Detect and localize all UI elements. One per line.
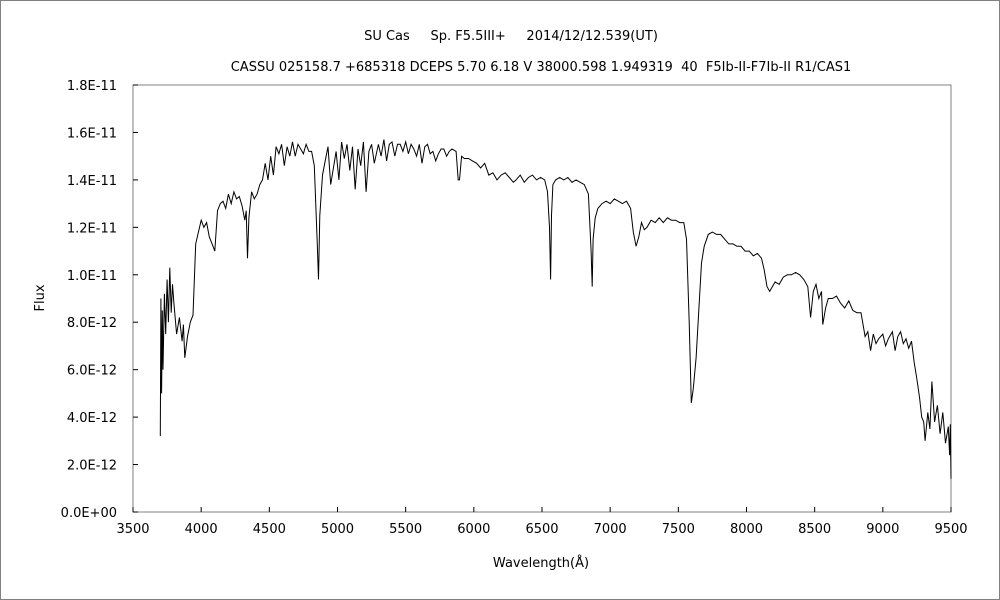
x-tick-label: 8500 [798, 522, 831, 537]
y-tick-label: 4.0E-12 [67, 411, 117, 426]
spectrum-line [159, 139, 952, 479]
chart-subtitle: CASSU 025158.7 +685318 DCEPS 5.70 6.18 V… [231, 60, 852, 75]
x-tick-label: 6000 [457, 522, 490, 537]
x-tick-label: 7500 [662, 522, 695, 537]
x-tick-label: 3500 [116, 522, 149, 537]
x-tick-label: 7000 [594, 522, 627, 537]
y-tick-label: 2.0E-12 [67, 459, 117, 474]
x-tick-label: 9500 [934, 522, 967, 537]
x-tick-label: 4500 [253, 522, 286, 537]
x-tick-label: 9000 [866, 522, 899, 537]
y-tick-label: 0.0E+00 [61, 506, 117, 521]
y-tick-label: 1.4E-11 [67, 174, 117, 189]
x-tick-label: 5000 [321, 522, 354, 537]
x-tick-label: 8000 [730, 522, 763, 537]
y-tick-label: 1.8E-11 [67, 79, 117, 94]
x-tick-label: 4000 [185, 522, 218, 537]
x-tick-label: 5500 [389, 522, 422, 537]
y-tick-label: 1.2E-11 [67, 221, 117, 236]
chart-title: SU Cas Sp. F5.5III+ 2014/12/12.539(UT) [364, 29, 658, 44]
x-tick-label: 6500 [525, 522, 558, 537]
y-tick-label: 1.6E-11 [67, 126, 117, 141]
y-axis-label: Flux [33, 284, 48, 311]
y-tick-label: 6.0E-12 [67, 364, 117, 379]
y-tick-label: 8.0E-12 [67, 316, 117, 331]
x-axis-label: Wavelength(Å) [493, 555, 589, 571]
y-tick-label: 1.0E-11 [67, 269, 117, 284]
